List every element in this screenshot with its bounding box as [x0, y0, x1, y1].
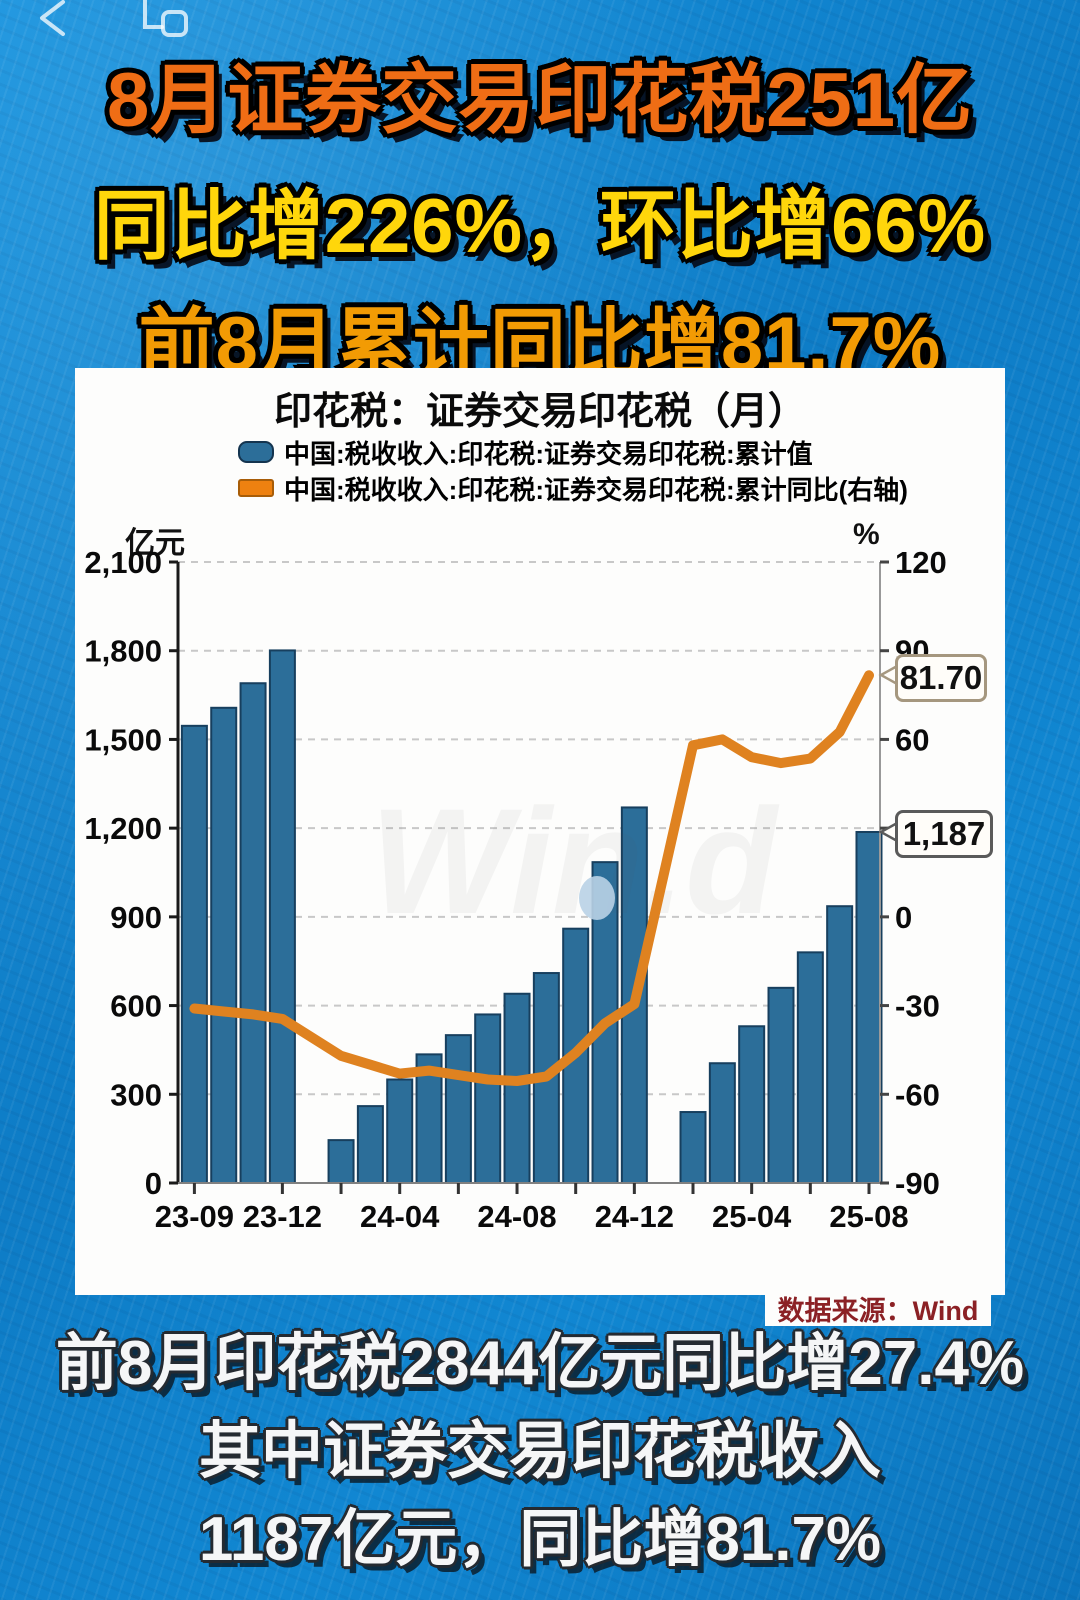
bar-24-04: [386, 1078, 414, 1184]
headline-line-2: 同比增226%，环比增66%: [93, 184, 987, 269]
bar-23-10: [210, 706, 238, 1184]
data-source-text: 数据来源：Wind: [777, 1296, 979, 1326]
chart-title: 印花税：证券交易印花税（月）: [273, 391, 806, 433]
bar-25-08: [855, 830, 883, 1184]
legend-line-swatch: [238, 479, 274, 497]
right-tick-label-60: 60: [895, 722, 929, 757]
headline-line-1: 8月证券交易印花税251亿: [106, 58, 974, 143]
footer-line-2: 其中证券交易印花税收入: [198, 1417, 881, 1486]
left-tick-label-300: 300: [110, 1077, 162, 1112]
left-tick-label-0: 0: [145, 1166, 162, 1201]
bar-value-callout: 1,187: [895, 810, 993, 858]
right-tick-label-0: 0: [895, 900, 912, 935]
back-icon[interactable]: [40, 0, 65, 36]
right-tick-label--90: -90: [895, 1166, 940, 1201]
legend-row-line: 中国:税收收入:印花税:证券交易印花税:累计同比(右轴): [238, 470, 908, 506]
x-label-25-04: 25-04: [712, 1199, 792, 1234]
right-axis-unit: %: [853, 518, 880, 551]
bar-23-12: [268, 649, 296, 1184]
left-tick-label-900: 900: [110, 900, 162, 935]
bar-25-05: [767, 986, 795, 1184]
wind-watermark: Win.d: [370, 777, 780, 945]
left-tick-label-1500: 1,500: [84, 722, 162, 757]
bar-25-03: [708, 1062, 736, 1184]
chart-legend: 中国:税收收入:印花税:证券交易印花税:累计值 中国:税收收入:印花税:证券交易…: [238, 434, 908, 506]
left-tick-label-600: 600: [110, 989, 162, 1024]
window-switch-icon[interactable]: [143, 0, 188, 37]
legend-bar-swatch: [238, 441, 274, 463]
right-tick-label--30: -30: [895, 989, 940, 1024]
x-label-24-12: 24-12: [595, 1199, 674, 1234]
x-label-23-12: 23-12: [243, 1199, 322, 1234]
legend-row-bars: 中国:税收收入:印花税:证券交易印花税:累计值: [238, 434, 908, 470]
bar-24-06: [444, 1034, 472, 1185]
watermark-blob: [579, 876, 615, 920]
bar-23-11: [239, 682, 267, 1184]
data-source-tab: 数据来源：Wind: [765, 1294, 991, 1326]
bar-25-07: [826, 905, 854, 1184]
x-label-23-09: 23-09: [155, 1199, 234, 1234]
left-axis-unit: 亿元: [125, 527, 185, 560]
legend-line-label: 中国:税收收入:印花税:证券交易印花税:累计同比(右轴): [284, 474, 908, 505]
bar-24-08: [503, 992, 531, 1184]
legend-bar-label: 中国:税收收入:印花税:证券交易印花税:累计值: [284, 438, 813, 469]
left-tick-label-1200: 1,200: [84, 811, 162, 846]
footer-line-3: 1187亿元，同比增81.7%: [198, 1505, 882, 1574]
left-tick-label-2100: 2,100: [84, 545, 162, 580]
x-label-24-04: 24-04: [360, 1199, 440, 1234]
x-label-24-08: 24-08: [477, 1199, 556, 1234]
chart-panel: 印花税：证券交易印花税（月） 中国:税收收入:印花税:证券交易印花税:累计值 中…: [75, 368, 1005, 1295]
line-value-callout: 81.70: [895, 654, 987, 702]
bar-23-09: [180, 724, 208, 1184]
status-bar: [40, 0, 188, 37]
x-label-25-08: 25-08: [829, 1199, 908, 1234]
right-tick-label--60: -60: [895, 1077, 940, 1112]
bar-24-03: [356, 1105, 384, 1184]
left-tick-label-1800: 1,800: [84, 634, 162, 669]
bar-25-04: [738, 1025, 766, 1184]
bar-24-02: [327, 1139, 355, 1184]
plot-area: Win.d2,1001,8001,5001,200900600300012090…: [84, 545, 947, 1234]
bar-24-07: [474, 1013, 502, 1185]
footer-line-1: 前8月印花税2844亿元同比增27.4%: [55, 1329, 1025, 1398]
bar-25-02: [679, 1111, 707, 1184]
right-tick-label-120: 120: [895, 545, 947, 580]
yoy-line: [189, 670, 874, 1086]
bar-25-06: [796, 951, 824, 1184]
